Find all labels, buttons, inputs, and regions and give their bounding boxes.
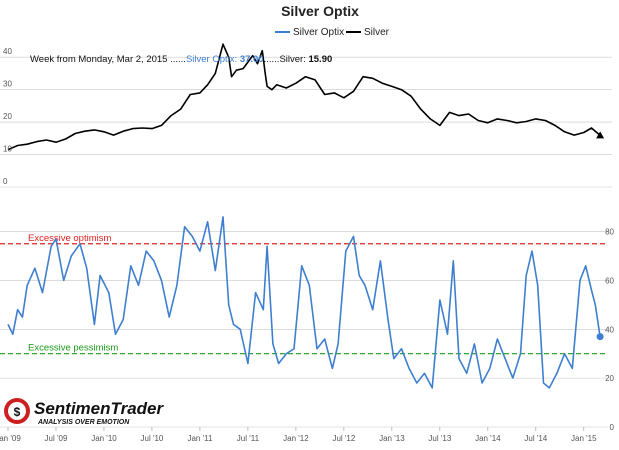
- bottom-y-tick-label: 60: [605, 276, 614, 285]
- silver-series-line: [7, 43, 601, 151]
- top-y-tick-label: 10: [3, 145, 12, 154]
- info-optix-label: Silver Optix:: [186, 54, 240, 65]
- x-tick-label: Jul '13: [428, 434, 451, 443]
- threshold-label: Excessive pessimism: [28, 343, 118, 354]
- top-y-tick-label: 40: [3, 47, 12, 56]
- x-tick-label: Jan '11: [187, 434, 213, 443]
- x-tick-label: Jan '12: [283, 434, 309, 443]
- x-tick-label: Jul '14: [524, 434, 547, 443]
- legend: Silver Optix Silver: [275, 27, 390, 38]
- info-optix-value: 37.00: [240, 54, 264, 65]
- x-tick-label: Jan '13: [379, 434, 405, 443]
- top-y-tick-label: 20: [3, 112, 12, 121]
- hover-info-readout: Week from Monday, Mar 2, 2015 ......Silv…: [30, 54, 332, 65]
- threshold-lines: Excessive optimism Excessive pessimism: [0, 233, 608, 355]
- optix-series-line: [7, 216, 601, 389]
- bottom-y-tick-label: 40: [605, 325, 614, 334]
- info-week-label: Week from Monday, Mar 2, 2015: [30, 54, 167, 65]
- bottom-y-tick-label: 80: [605, 228, 614, 237]
- x-tick-label: Jan '15: [571, 434, 597, 443]
- silver-last-point-marker: [596, 131, 605, 139]
- x-tick-label: Jul '10: [141, 434, 164, 443]
- x-tick-label: Jan '09: [0, 434, 21, 443]
- chart-title: Silver Optix: [281, 3, 359, 19]
- x-tick-label: Jul '11: [237, 434, 260, 443]
- logo-tagline: ANALYSIS OVER EMOTION: [37, 419, 130, 426]
- legend-label-silver[interactable]: Silver: [364, 27, 390, 38]
- top-y-tick-label: 30: [3, 80, 12, 89]
- gridlines: [0, 56, 612, 428]
- logo-wordmark: SentimenTrader: [34, 399, 165, 418]
- info-silver-value: 15.90: [308, 54, 332, 65]
- axis-ticks: 0 10 20 30 40 0 20 40 60 80 Jan '09 Jul '09 Jan '10 J…: [0, 47, 615, 443]
- logo-emblem-inner-icon: [8, 402, 26, 420]
- info-sep-2: ......: [264, 54, 280, 65]
- x-tick-label: Jul '12: [332, 434, 355, 443]
- info-silver-label: Silver:: [279, 54, 308, 65]
- threshold-label: Excessive optimism: [28, 233, 111, 244]
- x-tick-label: Jan '10: [91, 434, 117, 443]
- x-tick-label: Jul '09: [45, 434, 68, 443]
- info-sep-1: ......: [167, 54, 185, 65]
- top-y-tick-label: 0: [3, 177, 8, 186]
- sentimentrader-logo: $ SentimenTrader ANALYSIS OVER EMOTION: [4, 398, 165, 426]
- bottom-y-tick-label: 20: [605, 374, 614, 383]
- logo-emblem-mark-icon: $: [14, 405, 21, 419]
- optix-last-point-marker: [596, 333, 604, 341]
- x-tick-label: Jan '14: [475, 434, 501, 443]
- bottom-y-tick-label: 0: [610, 423, 615, 432]
- legend-label-optix[interactable]: Silver Optix: [293, 27, 344, 38]
